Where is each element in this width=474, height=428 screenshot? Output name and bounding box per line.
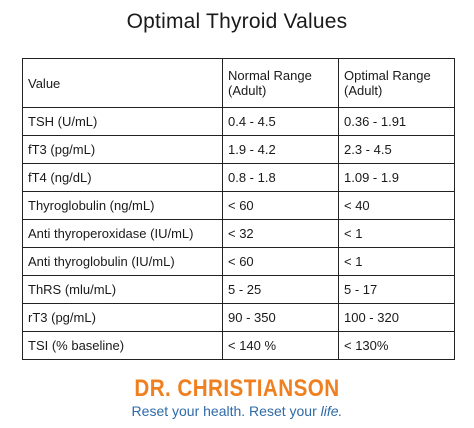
cell-value: rT3 (pg/mL) (22, 303, 223, 332)
thyroid-values-table: Value Normal Range (Adult) Optimal Range… (22, 58, 455, 360)
header-value: Value (22, 58, 223, 108)
cell-optimal-range: 2.3 - 4.5 (338, 135, 455, 164)
cell-normal-range: 90 - 350 (222, 303, 339, 332)
cell-normal-range: 0.8 - 1.8 (222, 163, 339, 192)
cell-optimal-range: < 130% (338, 331, 455, 360)
cell-value: Anti thyroglobulin (IU/mL) (22, 247, 223, 276)
cell-optimal-range: < 1 (338, 219, 455, 248)
cell-normal-range: 0.4 - 4.5 (222, 107, 339, 136)
table-row: Anti thyroperoxidase (IU/mL) < 32 < 1 (22, 219, 455, 248)
cell-normal-range: < 140 % (222, 331, 339, 360)
table-row: ThRS (mlu/mL) 5 - 25 5 - 17 (22, 275, 455, 304)
brand-logo: DR. CHRISTIANSON Reset your health. Rese… (0, 375, 474, 420)
logo-tagline: Reset your health. Reset your life. (0, 403, 474, 419)
header-optimal-range: Optimal Range (Adult) (338, 58, 455, 108)
cell-normal-range: 1.9 - 4.2 (222, 135, 339, 164)
header-normal-range: Normal Range (Adult) (222, 58, 339, 108)
table-row: TSI (% baseline) < 140 % < 130% (22, 331, 455, 360)
cell-optimal-range: 100 - 320 (338, 303, 455, 332)
cell-normal-range: 5 - 25 (222, 275, 339, 304)
table-header-row: Value Normal Range (Adult) Optimal Range… (22, 58, 455, 108)
logo-tagline-main: Reset your health. Reset your (131, 403, 321, 419)
cell-value: Thyroglobulin (ng/mL) (22, 191, 223, 220)
cell-normal-range: < 60 (222, 191, 339, 220)
cell-value: TSI (% baseline) (22, 331, 223, 360)
cell-value: fT4 (ng/dL) (22, 163, 223, 192)
table-row: TSH (U/mL) 0.4 - 4.5 0.36 - 1.91 (22, 107, 455, 136)
table-row: fT3 (pg/mL) 1.9 - 4.2 2.3 - 4.5 (22, 135, 455, 164)
table-row: Thyroglobulin (ng/mL) < 60 < 40 (22, 191, 455, 220)
table-row: Anti thyroglobulin (IU/mL) < 60 < 1 (22, 247, 455, 276)
table-row: fT4 (ng/dL) 0.8 - 1.8 1.09 - 1.9 (22, 163, 455, 192)
cell-optimal-range: < 1 (338, 247, 455, 276)
cell-value: TSH (U/mL) (22, 107, 223, 136)
page-title: Optimal Thyroid Values (126, 10, 348, 33)
cell-optimal-range: 5 - 17 (338, 275, 455, 304)
cell-value: ThRS (mlu/mL) (22, 275, 223, 304)
logo-wordmark: DR. CHRISTIANSON (134, 375, 340, 402)
cell-optimal-range: 1.09 - 1.9 (338, 163, 455, 192)
cell-value: fT3 (pg/mL) (22, 135, 223, 164)
logo-tagline-emphasis: life. (320, 403, 343, 419)
cell-optimal-range: 0.36 - 1.91 (338, 107, 455, 136)
cell-normal-range: < 60 (222, 247, 339, 276)
cell-optimal-range: < 40 (338, 191, 455, 220)
table-row: rT3 (pg/mL) 90 - 350 100 - 320 (22, 303, 455, 332)
cell-normal-range: < 32 (222, 219, 339, 248)
cell-value: Anti thyroperoxidase (IU/mL) (22, 219, 223, 248)
